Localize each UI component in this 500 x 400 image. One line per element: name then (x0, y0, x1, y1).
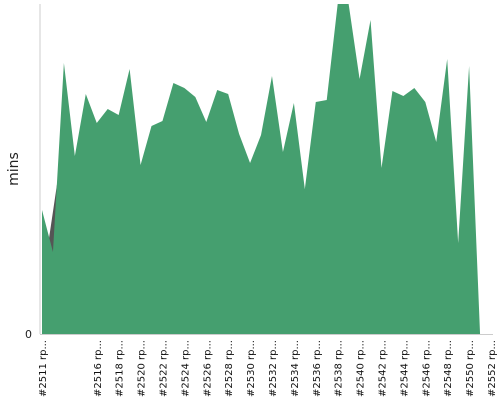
x-tick-label: #2546 rp... (421, 340, 432, 397)
y-tick-label: 0 (25, 328, 32, 341)
x-tick-label: #2544 rp... (399, 340, 410, 397)
x-tick-label: #2550 rp... (465, 340, 476, 397)
plot-area (42, 4, 491, 334)
y-axis-title: mins (6, 152, 22, 186)
x-tick-label: #2530 rp... (246, 340, 257, 397)
x-tick-label: #2538 rp... (334, 340, 345, 397)
x-tick-label: #2518 rp... (115, 340, 126, 397)
x-tick-label: #2528 rp... (224, 340, 235, 397)
labels: 0 #2511 rp... #2516 rp... #2518 rp... #2520 … (25, 328, 498, 397)
x-tick-label: #2548 rp... (443, 340, 454, 397)
x-tick-label: #2524 rp... (180, 340, 191, 397)
axes (39, 4, 493, 335)
x-tick-label: #2532 rp... (268, 340, 279, 397)
x-tick-label: #2511 rp... (38, 340, 49, 397)
x-tick-label: #2534 rp... (290, 340, 301, 397)
x-tick-label: #2552 rp... (487, 340, 498, 397)
x-tick-label: #2522 rp... (159, 340, 170, 397)
x-tick-label: #2526 rp... (202, 340, 213, 397)
x-tick-label: #2520 rp... (137, 340, 148, 397)
x-tick-label: #2540 rp... (356, 340, 367, 397)
x-tick-label: #2536 rp... (312, 340, 323, 397)
x-tick-label: #2516 rp... (93, 340, 104, 397)
area-series (42, 4, 491, 334)
x-tick-label: #2542 rp... (378, 340, 389, 397)
